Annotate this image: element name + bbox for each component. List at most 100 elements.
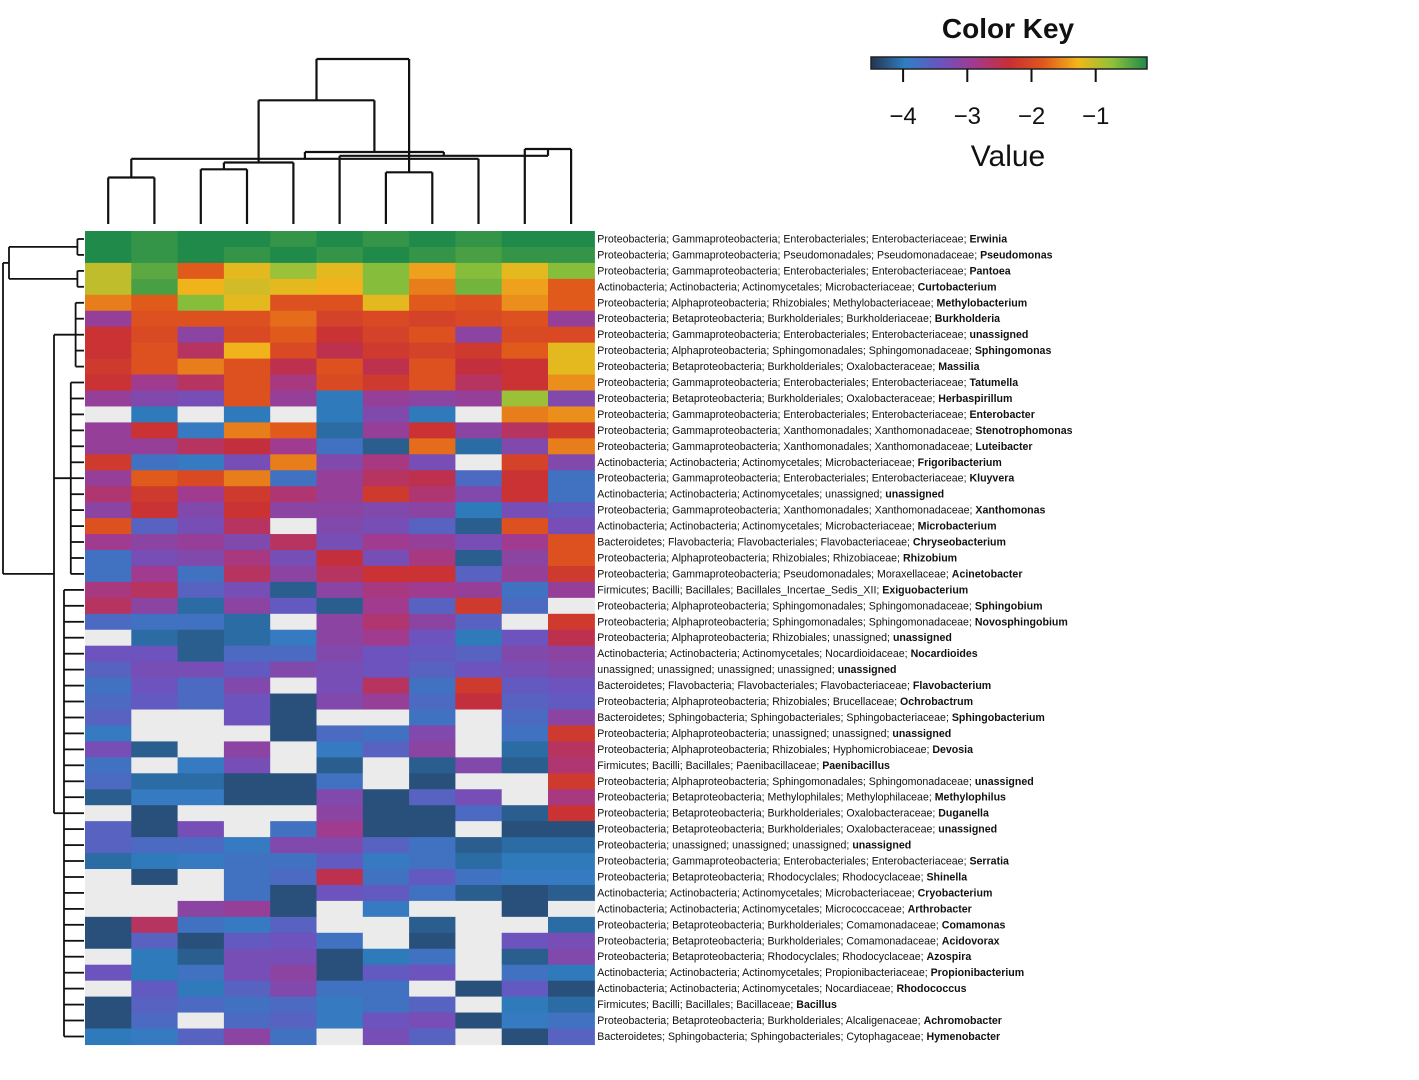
heatmap-cell (316, 470, 364, 487)
heatmap-cell (85, 805, 132, 822)
heatmap-cell (223, 645, 271, 663)
heatmap-cell (501, 613, 549, 631)
heatmap-cell (85, 948, 132, 966)
heatmap-cell (501, 246, 549, 264)
row-label-genus: Methylophilus (935, 792, 1006, 804)
heatmap-cell (548, 550, 595, 567)
heatmap-cell (548, 581, 595, 599)
heatmap-cell (177, 837, 225, 854)
heatmap-cell (548, 725, 595, 742)
row-label: Firmicutes; Bacilli; Bacillales; Bacilla… (597, 999, 837, 1011)
heatmap-cell (223, 996, 271, 1014)
heatmap-cell (316, 278, 364, 296)
heatmap-cell (455, 262, 503, 280)
heatmap-cell (131, 661, 179, 679)
row-label-genus: Kluyvera (969, 473, 1014, 485)
heatmap-cell (316, 310, 364, 328)
color-key-title: Color Key (942, 13, 1075, 44)
row-label: Proteobacteria; Betaproteobacteria; Rhod… (597, 951, 971, 963)
heatmap-cell (223, 422, 271, 439)
heatmap-cell (85, 581, 132, 599)
heatmap-cell (501, 406, 549, 423)
heatmap-cell (223, 326, 271, 344)
heatmap-cell (409, 486, 456, 503)
heatmap-cell (223, 613, 271, 631)
heatmap-cell (548, 789, 595, 806)
heatmap-cell (501, 502, 549, 519)
heatmap-cell (223, 884, 271, 902)
heatmap-cell (362, 246, 410, 264)
row-label: Proteobacteria; Betaproteobacteria; Burk… (597, 919, 1005, 931)
heatmap-cell (501, 932, 549, 950)
row-label-taxonomy: Proteobacteria; Gammaproteobacteria; Ent… (597, 329, 969, 341)
row-label: Actinobacteria; Actinobacteria; Actinomy… (597, 521, 996, 533)
heatmap-cell (501, 470, 549, 487)
row-label-taxonomy: Proteobacteria; Betaproteobacteria; Burk… (597, 313, 934, 325)
heatmap-cell (455, 613, 503, 631)
row-label-taxonomy: Actinobacteria; Actinobacteria; Actinomy… (597, 521, 917, 533)
heatmap-cell (409, 693, 456, 711)
heatmap-cell (548, 837, 595, 854)
heatmap-cell (131, 629, 179, 647)
heatmap-cell (131, 900, 179, 918)
heatmap-cell (131, 390, 179, 408)
row-label: Proteobacteria; Betaproteobacteria; Burk… (597, 1015, 1002, 1027)
heatmap-cell (85, 741, 132, 758)
row-label-genus: Devosia (932, 744, 973, 756)
heatmap-cell (177, 486, 225, 503)
heatmap-cell (409, 884, 456, 902)
heatmap-cell (177, 502, 225, 519)
heatmap-cell (85, 1012, 132, 1030)
row-label-taxonomy: Proteobacteria; Alphaproteobacteria; Sph… (597, 776, 975, 788)
row-label: Proteobacteria; Alphaproteobacteria; Sph… (597, 776, 1033, 788)
heatmap-cell (223, 502, 271, 519)
heatmap-cell (409, 980, 456, 998)
heatmap-cell (131, 502, 179, 519)
heatmap-cell (85, 534, 132, 551)
heatmap-cell (131, 869, 179, 886)
heatmap-cell (409, 725, 456, 742)
heatmap-cell (223, 1012, 271, 1030)
heatmap-cell (177, 980, 225, 998)
heatmap-cell (409, 581, 456, 599)
row-label-genus: Serratia (969, 856, 1009, 868)
heatmap-cell (548, 741, 595, 758)
heatmap-cell (362, 294, 410, 312)
heatmap-cell (455, 597, 503, 615)
row-label-genus: Cryobacterium (918, 887, 993, 899)
heatmap-cell (85, 884, 132, 902)
row-label-genus: Shinella (926, 871, 967, 883)
heatmap-cell (177, 358, 225, 376)
heatmap-cell (409, 613, 456, 631)
heatmap-cell (316, 1012, 364, 1030)
row-label-genus: unassigned (885, 489, 944, 501)
heatmap-cell (455, 486, 503, 503)
heatmap-cell (455, 884, 503, 902)
row-label: Proteobacteria; Gammaproteobacteria; Ent… (597, 233, 1007, 245)
heatmap-cell (177, 294, 225, 312)
heatmap-cell (362, 853, 410, 870)
heatmap-cell (409, 709, 456, 727)
heatmap-cell (362, 837, 410, 854)
heatmap-cell (131, 613, 179, 631)
heatmap-cell (501, 565, 549, 583)
heatmap-cell (177, 964, 225, 982)
heatmap-cell (223, 470, 271, 487)
heatmap-cell (85, 821, 132, 838)
heatmap-cell (131, 837, 179, 854)
heatmap-cell (409, 342, 456, 360)
heatmap-cell (409, 757, 456, 774)
row-label-taxonomy: Bacteroidetes; Flavobacteria; Flavobacte… (597, 680, 913, 692)
heatmap-cell (316, 613, 364, 631)
heatmap-cell (548, 406, 595, 423)
row-label-taxonomy: Proteobacteria; Betaproteobacteria; Burk… (597, 361, 938, 373)
heatmap-cell (455, 916, 503, 934)
heatmap-cell (455, 310, 503, 328)
heatmap-cell (501, 693, 549, 711)
row-label-taxonomy: Proteobacteria; Gammaproteobacteria; Xan… (597, 425, 975, 437)
heatmap-cell (316, 884, 364, 902)
heatmap-cell (85, 932, 132, 950)
heatmap-cell (362, 757, 410, 774)
heatmap-cell (223, 964, 271, 982)
heatmap-cell (85, 502, 132, 519)
